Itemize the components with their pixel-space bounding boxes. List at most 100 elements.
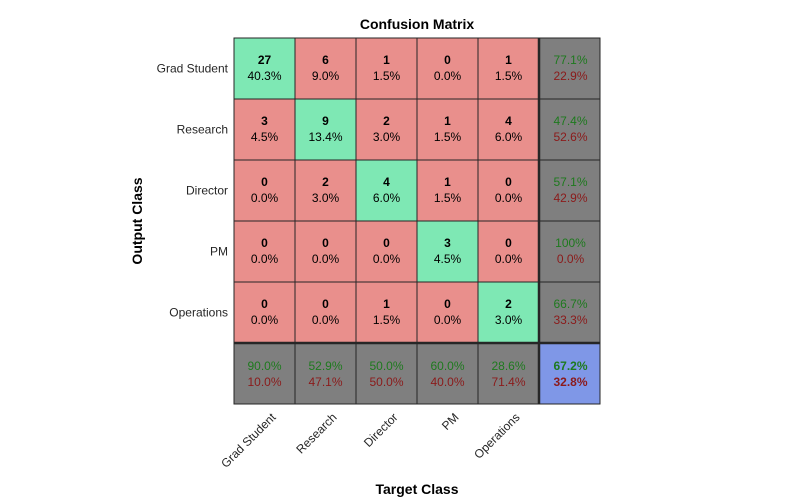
cell-percent: 1.5% bbox=[373, 69, 401, 83]
matrix-cell: 4 6.0% bbox=[355, 159, 418, 222]
row-correct-rate: 100% bbox=[555, 236, 586, 250]
cell-percent: 3.0% bbox=[373, 130, 401, 144]
y-tick-labels: Grad Student Research Director PM Operations bbox=[157, 62, 229, 320]
col-summary-cell: 52.9% 47.1% bbox=[294, 342, 357, 405]
matrix-cell-bg bbox=[416, 159, 479, 222]
matrix-cell: 1 1.5% bbox=[355, 37, 418, 100]
matrix-cell: 1 1.5% bbox=[355, 281, 418, 344]
row-correct-rate: 77.1% bbox=[553, 53, 587, 67]
matrix-cell-bg bbox=[294, 37, 357, 100]
matrix-cell-bg bbox=[477, 220, 540, 283]
cell-count: 0 bbox=[383, 236, 390, 250]
matrix-cell: 0 0.0% bbox=[294, 220, 357, 283]
cell-count: 4 bbox=[383, 175, 390, 189]
matrix-cell: 9 13.4% bbox=[294, 98, 357, 161]
cell-percent: 0.0% bbox=[373, 252, 401, 266]
row-summary-cell: 77.1% 22.9% bbox=[538, 37, 601, 100]
matrix-cell-bg bbox=[477, 281, 540, 344]
matrix-cell: 3 4.5% bbox=[416, 220, 479, 283]
matrix-cell: 4 6.0% bbox=[477, 98, 540, 161]
matrix-cell: 0 0.0% bbox=[233, 220, 296, 283]
y-tick-label: Grad Student bbox=[157, 62, 229, 76]
matrix-cell-bg bbox=[477, 98, 540, 161]
cell-percent: 0.0% bbox=[251, 191, 279, 205]
col-summary-cell-bg bbox=[294, 342, 357, 405]
col-correct-rate: 52.9% bbox=[308, 359, 342, 373]
col-summary-cell-bg bbox=[477, 342, 540, 405]
overall-accuracy-cell: 67.2% 32.8% bbox=[538, 342, 601, 405]
y-axis-label: Output Class bbox=[129, 177, 145, 264]
cell-count: 0 bbox=[505, 236, 512, 250]
matrix-cell: 1 1.5% bbox=[477, 37, 540, 100]
cell-count: 0 bbox=[444, 297, 451, 311]
col-error-rate: 71.4% bbox=[491, 375, 525, 389]
x-tick-labels: Grad Student Research Director PM Operations bbox=[218, 410, 522, 471]
matrix-cell: 2 3.0% bbox=[355, 98, 418, 161]
cell-count: 0 bbox=[444, 53, 451, 67]
overall-error-rate: 32.8% bbox=[553, 375, 587, 389]
row-error-rate: 0.0% bbox=[557, 252, 585, 266]
cell-count: 1 bbox=[444, 175, 451, 189]
cell-count: 1 bbox=[383, 297, 390, 311]
cell-count: 1 bbox=[444, 114, 451, 128]
cell-count: 6 bbox=[322, 53, 329, 67]
cell-count: 1 bbox=[383, 53, 390, 67]
cell-percent: 1.5% bbox=[434, 130, 462, 144]
matrix-frame bbox=[233, 37, 601, 405]
cell-percent: 0.0% bbox=[434, 69, 462, 83]
cell-count: 0 bbox=[505, 175, 512, 189]
row-summary-cell-bg bbox=[538, 159, 601, 222]
col-summary-cell-bg bbox=[355, 342, 418, 405]
cell-percent: 0.0% bbox=[312, 313, 340, 327]
col-summary-cell: 28.6% 71.4% bbox=[477, 342, 540, 405]
matrix-cell: 3 4.5% bbox=[233, 98, 296, 161]
col-correct-rate: 50.0% bbox=[369, 359, 403, 373]
col-error-rate: 47.1% bbox=[308, 375, 342, 389]
cell-percent: 3.0% bbox=[312, 191, 340, 205]
cell-count: 9 bbox=[322, 114, 329, 128]
overall-accuracy-cell-bg bbox=[538, 342, 601, 405]
matrix-cell: 2 3.0% bbox=[477, 281, 540, 344]
x-tick-label: Research bbox=[293, 410, 339, 456]
cell-count: 0 bbox=[261, 236, 268, 250]
col-summary-cell: 90.0% 10.0% bbox=[233, 342, 296, 405]
col-summary-cell: 60.0% 40.0% bbox=[416, 342, 479, 405]
cell-percent: 0.0% bbox=[312, 252, 340, 266]
cell-percent: 1.5% bbox=[373, 313, 401, 327]
cell-percent: 6.0% bbox=[495, 130, 523, 144]
cell-count: 3 bbox=[261, 114, 268, 128]
cell-percent: 0.0% bbox=[434, 313, 462, 327]
cell-count: 3 bbox=[444, 236, 451, 250]
col-summary-cell-bg bbox=[416, 342, 479, 405]
x-tick-label: PM bbox=[439, 410, 462, 433]
y-tick-label: Director bbox=[186, 184, 228, 198]
cell-percent: 1.5% bbox=[434, 191, 462, 205]
matrix-cell: 0 0.0% bbox=[233, 281, 296, 344]
matrix-cell-bg bbox=[416, 220, 479, 283]
row-summary-cell-bg bbox=[538, 98, 601, 161]
matrix-cell-bg bbox=[294, 220, 357, 283]
cell-count: 0 bbox=[261, 297, 268, 311]
matrix-cell: 0 0.0% bbox=[416, 281, 479, 344]
cell-percent: 0.0% bbox=[495, 191, 523, 205]
cell-percent: 6.0% bbox=[373, 191, 401, 205]
row-summary-cell: 47.4% 52.6% bbox=[538, 98, 601, 161]
matrix-cell: 0 0.0% bbox=[355, 220, 418, 283]
matrix-cell: 6 9.0% bbox=[294, 37, 357, 100]
chart-title: Confusion Matrix bbox=[360, 16, 475, 32]
matrix-cell: 27 40.3% bbox=[233, 37, 296, 100]
row-error-rate: 52.6% bbox=[553, 130, 587, 144]
cell-percent: 0.0% bbox=[495, 252, 523, 266]
row-error-rate: 33.3% bbox=[553, 313, 587, 327]
matrix-cell: 0 0.0% bbox=[233, 159, 296, 222]
matrix-cell: 0 0.0% bbox=[477, 220, 540, 283]
row-summary-cell-bg bbox=[538, 220, 601, 283]
row-correct-rate: 47.4% bbox=[553, 114, 587, 128]
row-summary-cell: 57.1% 42.9% bbox=[538, 159, 601, 222]
x-tick-label: Director bbox=[361, 410, 401, 450]
cell-percent: 4.5% bbox=[434, 252, 462, 266]
row-correct-rate: 57.1% bbox=[553, 175, 587, 189]
col-summary-cell: 50.0% 50.0% bbox=[355, 342, 418, 405]
cell-percent: 40.3% bbox=[247, 69, 281, 83]
